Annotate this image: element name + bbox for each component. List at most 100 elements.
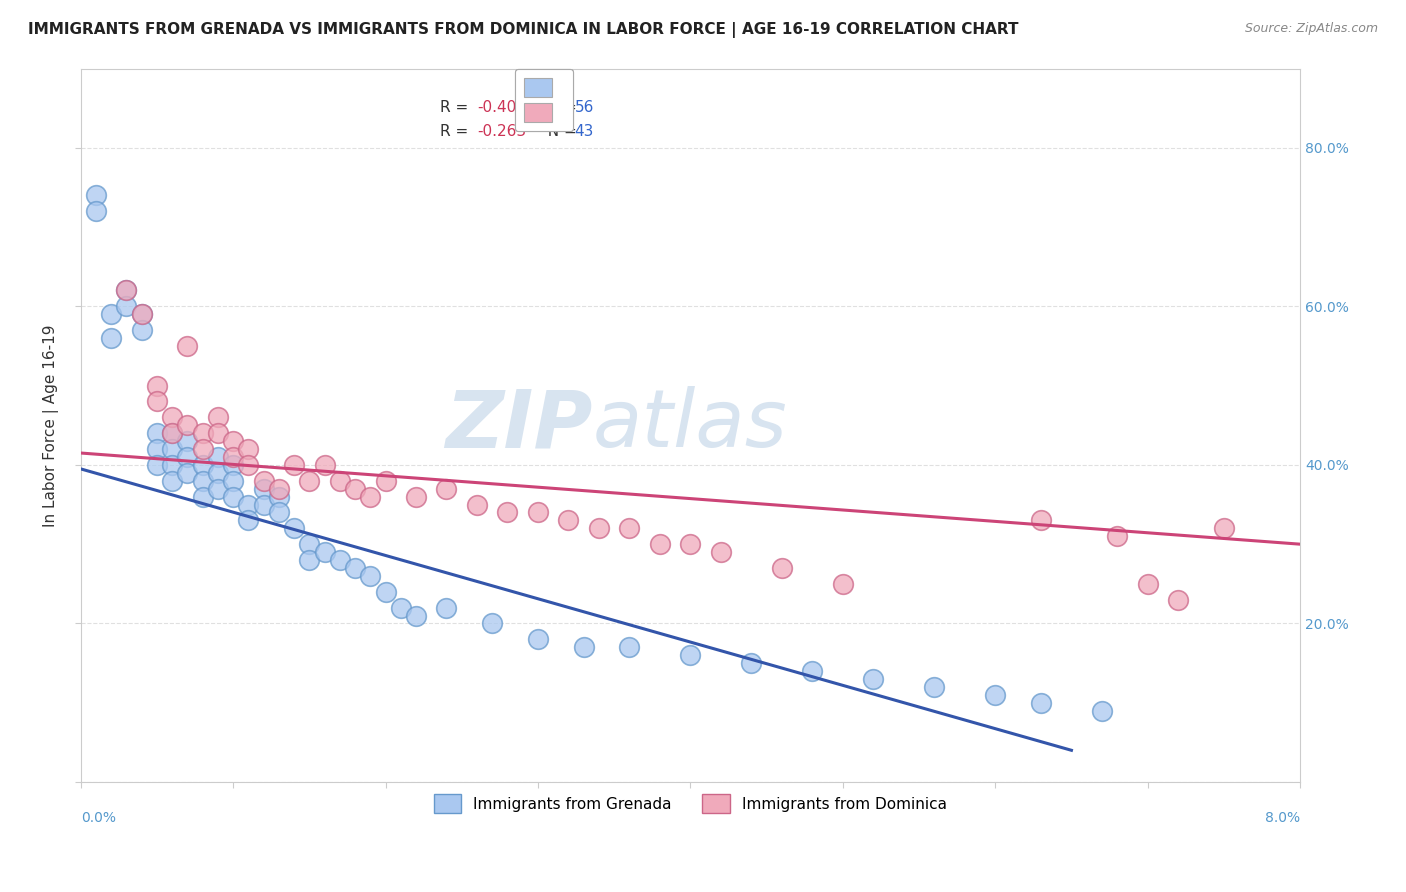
- Point: [84, 204, 107, 219]
- Point: [131, 323, 153, 337]
- Point: [207, 482, 229, 496]
- Point: [283, 521, 305, 535]
- Point: [710, 545, 733, 559]
- Point: [405, 490, 427, 504]
- Text: atlas: atlas: [593, 386, 787, 464]
- Point: [481, 616, 503, 631]
- Point: [770, 561, 793, 575]
- Point: [389, 600, 412, 615]
- Point: [207, 426, 229, 441]
- Point: [146, 442, 169, 456]
- Point: [436, 482, 458, 496]
- Point: [1136, 577, 1159, 591]
- Point: [359, 490, 381, 504]
- Point: [298, 537, 321, 551]
- Point: [1212, 521, 1234, 535]
- Point: [1107, 529, 1129, 543]
- Point: [222, 458, 245, 472]
- Text: R =: R =: [440, 124, 474, 139]
- Point: [100, 307, 122, 321]
- Point: [160, 426, 183, 441]
- Point: [1029, 696, 1052, 710]
- Point: [527, 632, 550, 647]
- Point: [160, 442, 183, 456]
- Point: [238, 458, 260, 472]
- Point: [267, 482, 290, 496]
- Point: [207, 450, 229, 464]
- Point: [160, 426, 183, 441]
- Point: [298, 553, 321, 567]
- Point: [115, 284, 138, 298]
- Point: [374, 584, 396, 599]
- Point: [283, 458, 305, 472]
- Text: Source: ZipAtlas.com: Source: ZipAtlas.com: [1244, 22, 1378, 36]
- Point: [222, 474, 245, 488]
- Point: [496, 506, 519, 520]
- Text: 56: 56: [575, 100, 593, 115]
- Point: [344, 561, 367, 575]
- Point: [252, 482, 274, 496]
- Point: [176, 434, 198, 449]
- Text: R =: R =: [440, 100, 474, 115]
- Text: IMMIGRANTS FROM GRENADA VS IMMIGRANTS FROM DOMINICA IN LABOR FORCE | AGE 16-19 C: IMMIGRANTS FROM GRENADA VS IMMIGRANTS FR…: [28, 22, 1018, 38]
- Text: ZIP: ZIP: [446, 386, 593, 464]
- Point: [176, 339, 198, 353]
- Point: [146, 378, 169, 392]
- Point: [557, 513, 579, 527]
- Point: [374, 474, 396, 488]
- Point: [572, 640, 595, 655]
- Point: [131, 307, 153, 321]
- Point: [619, 521, 641, 535]
- Y-axis label: In Labor Force | Age 16-19: In Labor Force | Age 16-19: [44, 324, 59, 526]
- Point: [131, 307, 153, 321]
- Point: [191, 490, 214, 504]
- Point: [436, 600, 458, 615]
- Point: [252, 474, 274, 488]
- Text: 0.0%: 0.0%: [80, 811, 115, 824]
- Point: [238, 513, 260, 527]
- Point: [740, 656, 762, 670]
- Point: [831, 577, 853, 591]
- Point: [222, 434, 245, 449]
- Point: [222, 490, 245, 504]
- Point: [160, 458, 183, 472]
- Point: [222, 450, 245, 464]
- Point: [160, 410, 183, 425]
- Point: [238, 442, 260, 456]
- Point: [191, 426, 214, 441]
- Point: [329, 474, 352, 488]
- Point: [298, 474, 321, 488]
- Point: [527, 506, 550, 520]
- Point: [115, 299, 138, 313]
- Point: [267, 490, 290, 504]
- Point: [176, 450, 198, 464]
- Legend: Immigrants from Grenada, Immigrants from Dominica: Immigrants from Grenada, Immigrants from…: [426, 787, 955, 821]
- Point: [679, 648, 702, 662]
- Text: N =: N =: [538, 100, 582, 115]
- Point: [267, 506, 290, 520]
- Text: -0.404: -0.404: [477, 100, 526, 115]
- Point: [115, 284, 138, 298]
- Point: [314, 458, 336, 472]
- Point: [801, 664, 824, 678]
- Point: [176, 466, 198, 480]
- Point: [191, 442, 214, 456]
- Point: [922, 680, 945, 694]
- Point: [207, 466, 229, 480]
- Point: [329, 553, 352, 567]
- Point: [207, 410, 229, 425]
- Text: -0.263: -0.263: [477, 124, 526, 139]
- Point: [648, 537, 671, 551]
- Point: [588, 521, 610, 535]
- Point: [1029, 513, 1052, 527]
- Point: [862, 672, 884, 686]
- Point: [176, 418, 198, 433]
- Point: [314, 545, 336, 559]
- Point: [1167, 592, 1189, 607]
- Point: [146, 426, 169, 441]
- Text: 8.0%: 8.0%: [1265, 811, 1301, 824]
- Point: [238, 498, 260, 512]
- Point: [619, 640, 641, 655]
- Point: [191, 474, 214, 488]
- Point: [252, 498, 274, 512]
